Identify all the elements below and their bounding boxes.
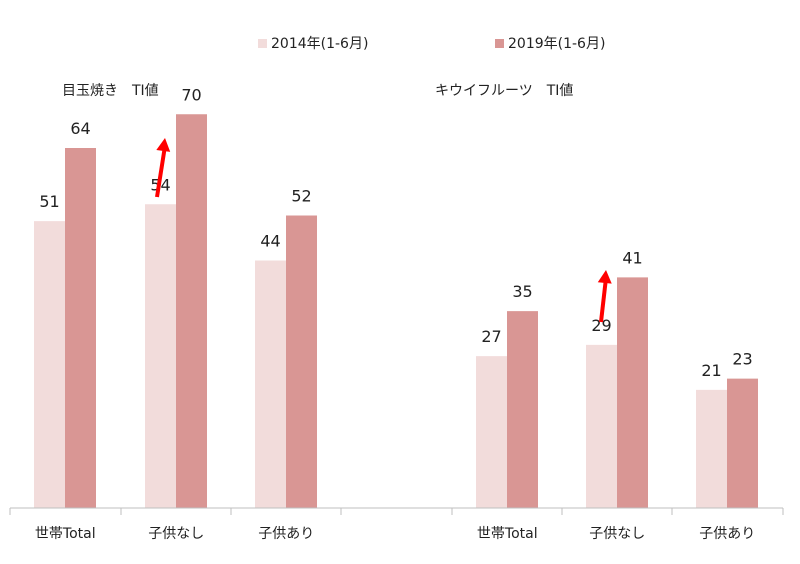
bar-2019-g1-c2 [176,114,207,508]
legend-swatch-1 [258,39,267,48]
bar-2019-g1-c1 [65,148,96,508]
value-label-2014-g2-c1: 27 [481,327,501,346]
bar-2019-g1-c3 [286,216,317,509]
category-label-g1-c3: 子供あり [258,526,314,542]
bar-2014-g2-c3 [696,390,727,508]
bar-2019-g2-c1 [507,311,538,508]
value-label-2019-g2-c1: 35 [512,282,532,301]
annotations [156,138,611,322]
x-axis: 世帯Total 子供なし 子供あり 世帯Total 子供なし 子供あり [10,508,783,542]
category-label-g2-c1: 世帯Total [477,526,538,542]
value-label-2019-g1-c2: 70 [181,85,201,104]
legend: 2014年(1-6月) 2019年(1-6月) [258,36,605,52]
category-label-g1-c2: 子供なし [148,526,204,542]
bar-2014-g1-c3 [255,261,286,509]
bars [34,114,758,508]
value-label-2019-g1-c1: 64 [70,119,90,138]
category-label-g2-c2: 子供なし [589,526,645,542]
bar-2019-g2-c3 [727,379,758,508]
legend-label-1: 2014年(1-6月) [271,36,368,52]
bar-2014-g1-c2 [145,204,176,508]
value-label-2014-g1-c1: 51 [39,192,59,211]
value-label-2014-g2-c3: 21 [701,361,721,380]
value-label-2019-g2-c2: 41 [622,248,642,267]
legend-swatch-2 [495,39,504,48]
arrow-head-1 [156,138,170,152]
legend-label-2: 2019年(1-6月) [508,36,605,52]
group-title-2: キウイフルーツ TI値 [435,83,573,99]
arrow-head-2 [598,270,612,284]
category-label-g2-c3: 子供あり [699,526,755,542]
bar-2014-g2-c2 [586,345,617,508]
group-title-1: 目玉焼き TI値 [62,83,159,99]
bar-2014-g1-c1 [34,221,65,508]
category-label-g1-c1: 世帯Total [35,526,96,542]
value-label-2019-g1-c3: 52 [291,187,311,206]
value-label-2014-g1-c3: 44 [260,232,280,251]
group-titles: 目玉焼き TI値 キウイフルーツ TI値 [62,83,573,99]
bar-2019-g2-c2 [617,277,648,508]
value-label-2019-g2-c3: 23 [732,350,752,369]
bar-2014-g2-c1 [476,356,507,508]
